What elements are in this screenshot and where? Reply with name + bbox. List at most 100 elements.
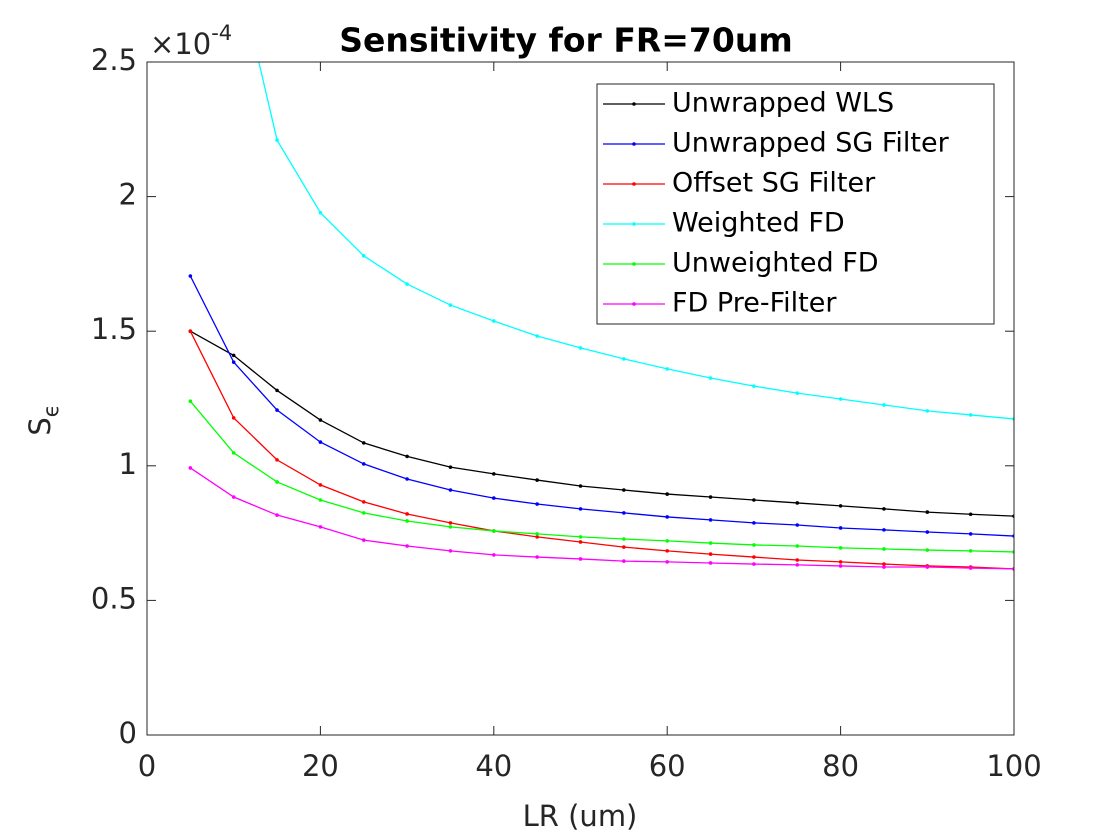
data-point <box>188 329 193 334</box>
data-point <box>665 560 669 564</box>
data-point <box>795 391 800 395</box>
series-line <box>189 330 1014 570</box>
data-point <box>275 480 279 484</box>
plot-lines <box>188 62 1014 571</box>
x-tick-label: 20 <box>302 749 339 783</box>
data-point <box>361 500 366 504</box>
data-point <box>405 477 409 481</box>
data-point <box>968 532 973 536</box>
data-point <box>361 462 366 466</box>
data-point <box>838 546 843 550</box>
series-line <box>258 62 1014 420</box>
legend-marker <box>632 142 636 146</box>
data-point <box>318 525 323 529</box>
data-point <box>795 501 800 505</box>
data-point <box>318 440 323 444</box>
data-point <box>882 403 886 407</box>
data-point <box>275 388 279 393</box>
y-axis-label-sub: ϵ <box>39 404 63 417</box>
data-point <box>925 565 930 569</box>
data-point <box>231 353 236 358</box>
data-point <box>925 510 930 514</box>
y-multiplier: ×10-4 <box>150 21 232 61</box>
data-point <box>492 472 496 476</box>
data-point <box>578 484 583 488</box>
y-tick-label: 1.5 <box>91 312 137 346</box>
data-point <box>838 526 843 530</box>
data-point <box>535 555 539 559</box>
series-line <box>189 467 1014 570</box>
data-point <box>968 566 973 570</box>
data-point <box>231 451 236 455</box>
data-point <box>578 557 583 561</box>
data-point <box>275 458 279 462</box>
x-tick-label: 80 <box>822 749 859 783</box>
data-point <box>968 512 973 517</box>
data-point <box>578 535 583 539</box>
data-point <box>708 376 713 380</box>
legend-label: Weighted FD <box>672 208 845 239</box>
data-point <box>578 507 583 511</box>
data-point <box>318 498 323 502</box>
data-point <box>622 545 626 549</box>
data-point <box>231 495 236 499</box>
data-point <box>882 528 886 532</box>
data-point <box>665 367 669 371</box>
legend-marker <box>632 262 636 266</box>
data-point <box>708 541 713 545</box>
data-point <box>578 540 583 544</box>
data-point <box>405 519 409 523</box>
data-point <box>968 549 973 553</box>
data-point <box>925 409 930 413</box>
data-point <box>535 334 539 338</box>
data-point <box>361 511 366 515</box>
data-point <box>318 418 323 422</box>
data-point <box>361 254 366 258</box>
data-point <box>838 397 843 401</box>
data-point <box>188 274 193 278</box>
x-tick-label: 0 <box>138 749 156 783</box>
data-point <box>882 547 886 551</box>
data-point <box>492 553 496 557</box>
data-point <box>838 504 843 508</box>
data-point <box>882 565 886 569</box>
data-point <box>492 319 496 323</box>
chart-title: Sensitivity for FR=70um <box>339 21 792 60</box>
data-point <box>535 532 539 536</box>
data-point <box>622 357 626 361</box>
data-point <box>795 558 800 562</box>
data-point <box>318 483 323 487</box>
data-point <box>405 544 409 548</box>
data-point <box>665 515 669 519</box>
data-point <box>622 537 626 541</box>
legend-box <box>596 83 995 325</box>
data-point <box>968 413 973 417</box>
data-point <box>405 512 409 516</box>
data-point <box>448 488 453 492</box>
data-point <box>188 399 193 403</box>
data-point <box>275 138 279 142</box>
data-point <box>925 548 930 552</box>
data-point <box>882 507 886 511</box>
data-point <box>188 466 193 470</box>
data-point <box>882 562 886 566</box>
y-axis-label: Sϵ <box>23 404 63 435</box>
data-point <box>925 530 930 534</box>
data-point <box>795 544 800 548</box>
legend-marker <box>632 302 636 306</box>
data-point <box>622 559 626 563</box>
data-point <box>622 511 626 515</box>
data-point <box>448 549 453 553</box>
data-point <box>752 498 756 502</box>
y-tick-label: 0 <box>119 716 137 750</box>
data-point <box>361 441 366 445</box>
data-point <box>708 518 713 522</box>
y-multiplier-base: ×10 <box>150 27 211 61</box>
y-axis-label-main: S <box>23 417 57 435</box>
legend-label: Offset SG Filter <box>672 168 876 199</box>
data-point <box>535 535 539 539</box>
data-point <box>665 492 669 496</box>
data-point <box>535 478 539 482</box>
